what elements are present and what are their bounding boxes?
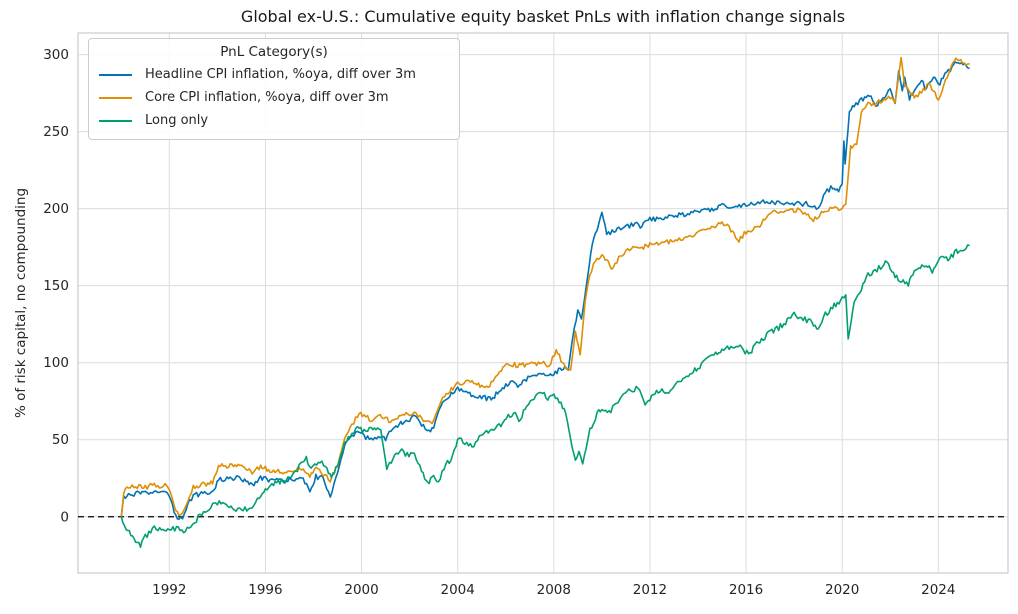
series-line-headline-cpi [120,61,970,520]
legend: PnL Category(s) Headline CPI inflation, … [88,38,460,140]
legend-line-swatch-headline-cpi [99,73,132,76]
legend-item-label-headline-cpi: Headline CPI inflation, %oya, diff over … [145,67,416,82]
y-tick-label: 200 [43,201,69,217]
x-tick-label: 2008 [537,582,571,598]
x-tick-label: 2024 [921,582,955,598]
legend-item-headline-cpi: Headline CPI inflation, %oya, diff over … [99,63,449,86]
x-tick-label: 2012 [633,582,667,598]
series-line-core-cpi [120,56,970,517]
y-tick-label: 50 [52,432,69,448]
legend-item-long-only: Long only [99,109,449,132]
x-tick-label: 2004 [441,582,475,598]
y-tick-label: 100 [43,355,69,371]
y-tick-label: 250 [43,124,69,140]
x-tick-label: 1992 [152,582,186,598]
series-line-long-only [120,244,970,548]
legend-line-swatch-core-cpi [99,96,132,99]
legend-title: PnL Category(s) [220,44,328,60]
chart-title: Global ex-U.S.: Cumulative equity basket… [240,7,846,26]
x-tick-label: 1996 [248,582,282,598]
y-tick-label: 0 [60,509,69,525]
legend-item-label-core-cpi: Core CPI inflation, %oya, diff over 3m [145,90,389,105]
y-tick-label: 150 [43,278,69,294]
legend-item-label-long-only: Long only [145,113,209,128]
legend-item-core-cpi: Core CPI inflation, %oya, diff over 3m [99,86,449,109]
x-tick-label: 2000 [344,582,378,598]
plot-frame [77,32,1009,574]
x-tick-label: 2020 [825,582,859,598]
y-axis-label: % of risk capital, no compounding [13,187,29,419]
legend-line-swatch-long-only [99,119,132,122]
x-tick-label: 2016 [729,582,763,598]
y-tick-label: 300 [43,47,69,63]
